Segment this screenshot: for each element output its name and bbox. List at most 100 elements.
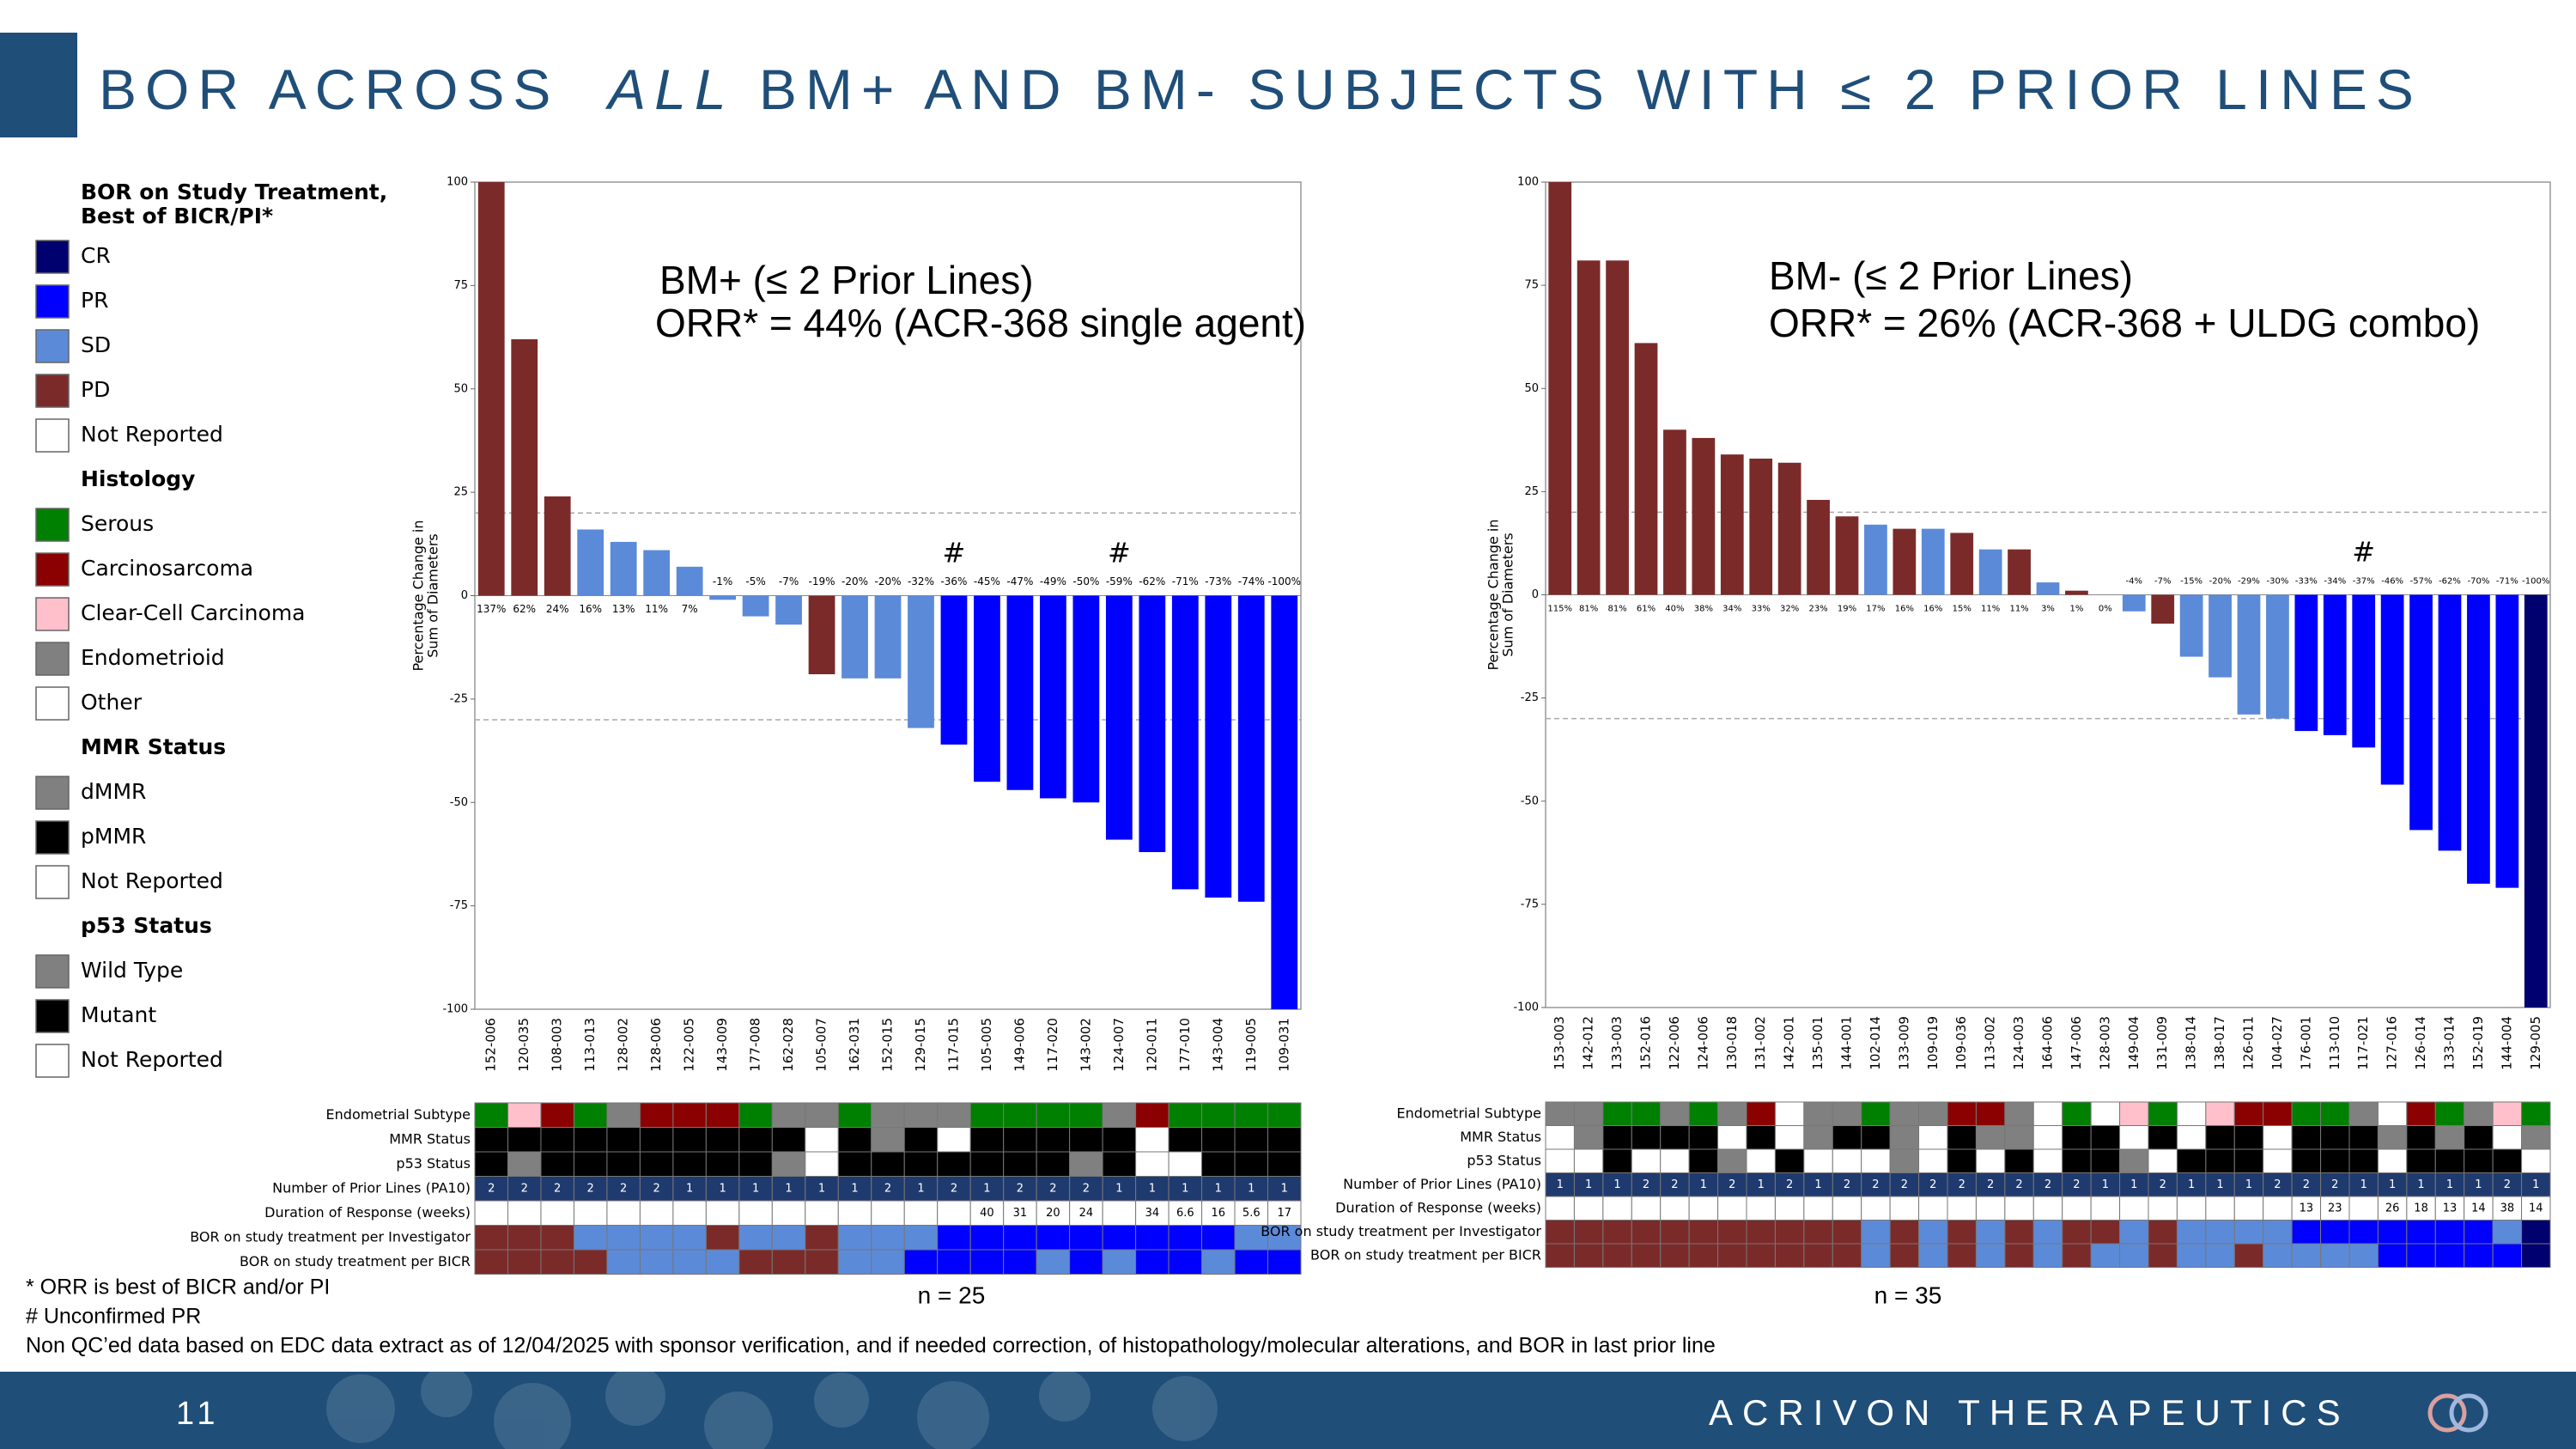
- table-cell-value: 1: [1215, 1182, 1222, 1195]
- table-cell: [2233, 1243, 2264, 1268]
- x-tick-label: 143-004: [1210, 1018, 1225, 1072]
- value-label: -50%: [1072, 575, 1099, 588]
- title-part: BM+ AND BM- SUBJECTS WITH ≤ 2 PRIOR LINE…: [735, 58, 2422, 121]
- table-cell: [1036, 1249, 1071, 1275]
- bar: [742, 595, 769, 617]
- table-cell: [1234, 1127, 1269, 1153]
- table-cell: [2062, 1125, 2092, 1150]
- table-cell: [606, 1225, 641, 1251]
- x-tick-label: 113-013: [582, 1018, 598, 1072]
- table-cell: [937, 1249, 971, 1275]
- n-label: n = 35: [1874, 1282, 1942, 1308]
- table-cell: [2464, 1220, 2494, 1245]
- legend-label: CR: [81, 243, 111, 268]
- table-cell: [2434, 1125, 2465, 1150]
- table-cell: [1803, 1148, 1833, 1173]
- table-cell: [738, 1151, 773, 1177]
- x-tick-label: 122-005: [682, 1018, 697, 1072]
- table-cell-value: 14: [2529, 1202, 2543, 1215]
- x-tick-label: 113-010: [2327, 1016, 2342, 1070]
- value-label: 11%: [645, 603, 668, 615]
- table-cell-bg: [1774, 1196, 1805, 1221]
- bar: [1864, 524, 1887, 595]
- table-cell: [1889, 1243, 1920, 1268]
- value-label: -62%: [2439, 577, 2461, 587]
- table-cell-value: 1: [1585, 1178, 1592, 1191]
- legend-swatch: [35, 686, 70, 721]
- table-cell-bg: [1573, 1172, 1604, 1197]
- table-cell: [1135, 1127, 1170, 1153]
- table-cell-value: 38: [2500, 1202, 2515, 1215]
- table-cell: [2090, 1220, 2121, 1245]
- y-tick-label: 75: [453, 279, 468, 292]
- table-cell: [1003, 1102, 1037, 1128]
- row-label: p53 Status: [396, 1155, 471, 1172]
- y-tick-label: 100: [447, 176, 468, 189]
- table-cell-bg: [2521, 1196, 2551, 1221]
- table-cell: [474, 1249, 508, 1275]
- table-cell-value: 2: [1017, 1182, 1024, 1195]
- table-cell: [573, 1249, 608, 1275]
- x-tick-label: 119-005: [1243, 1018, 1259, 1072]
- table-cell-value: 2: [1901, 1178, 1908, 1191]
- title-part: ALL: [605, 58, 734, 121]
- table-cell: [2205, 1243, 2235, 1268]
- value-label: -74%: [1238, 575, 1265, 588]
- x-tick-label: 117-021: [2355, 1016, 2371, 1070]
- table-cell: [837, 1249, 872, 1275]
- table-cell-value: 1: [2532, 1178, 2539, 1191]
- table-cell: [2090, 1101, 2121, 1126]
- table-cell: [672, 1151, 707, 1177]
- bar: [2266, 594, 2289, 719]
- table-cell: [2464, 1101, 2494, 1126]
- table-cell: [1918, 1125, 1948, 1150]
- table-cell: [1069, 1225, 1103, 1251]
- legend-label: Not Reported: [81, 1047, 223, 1072]
- bar: [1237, 595, 1265, 902]
- table-cell: [2406, 1148, 2436, 1173]
- table-cell: [2492, 1101, 2523, 1126]
- bar: [2237, 594, 2261, 715]
- table-cell: [606, 1127, 641, 1153]
- table-cell-value: 17: [1277, 1207, 1291, 1220]
- table-cell-value: 1: [1182, 1182, 1188, 1195]
- table-cell: [1774, 1101, 1805, 1126]
- table-cell: [1889, 1148, 1920, 1173]
- table-cell: [1573, 1243, 1604, 1268]
- value-label: 16%: [1895, 605, 1914, 614]
- table-cell: [2032, 1243, 2063, 1268]
- table-cell-value: 2: [620, 1182, 627, 1195]
- table-cell: [2263, 1101, 2293, 1126]
- table-cell: [2090, 1243, 2121, 1268]
- table-cell: [474, 1225, 508, 1251]
- table-cell: [837, 1102, 872, 1128]
- value-label: 23%: [1808, 605, 1827, 614]
- y-tick-label: -25: [1521, 691, 1539, 704]
- table-cell: [1573, 1101, 1604, 1126]
- bar: [1950, 533, 1974, 595]
- x-tick-label: 117-020: [1045, 1018, 1060, 1072]
- table-cell-value: 1: [2216, 1178, 2223, 1191]
- company-name: ACRIVON THERAPEUTICS: [1709, 1392, 2350, 1433]
- value-label: 16%: [579, 603, 602, 615]
- bar: [2208, 594, 2232, 678]
- table-cell-bg: [2176, 1196, 2207, 1221]
- table-cell-value: 13: [2300, 1202, 2314, 1215]
- x-tick-label: 128-003: [2097, 1016, 2112, 1070]
- table-cell: [540, 1102, 574, 1128]
- table-cell: [1746, 1220, 1776, 1245]
- y-tick-label: -100: [1513, 1002, 1539, 1014]
- value-label: 62%: [513, 603, 536, 615]
- table-cell: [1036, 1127, 1071, 1153]
- table-cell: [1545, 1148, 1575, 1173]
- table-cell: [937, 1225, 971, 1251]
- table-cell: [1135, 1151, 1170, 1177]
- unconfirmed-mark: #: [943, 537, 966, 569]
- row-label: MMR Status: [389, 1130, 471, 1147]
- table-cell: [2348, 1148, 2379, 1173]
- table-cell: [2434, 1243, 2465, 1268]
- table-cell: [639, 1225, 674, 1251]
- table-cell: [1003, 1127, 1037, 1153]
- table-cell: [1168, 1225, 1203, 1251]
